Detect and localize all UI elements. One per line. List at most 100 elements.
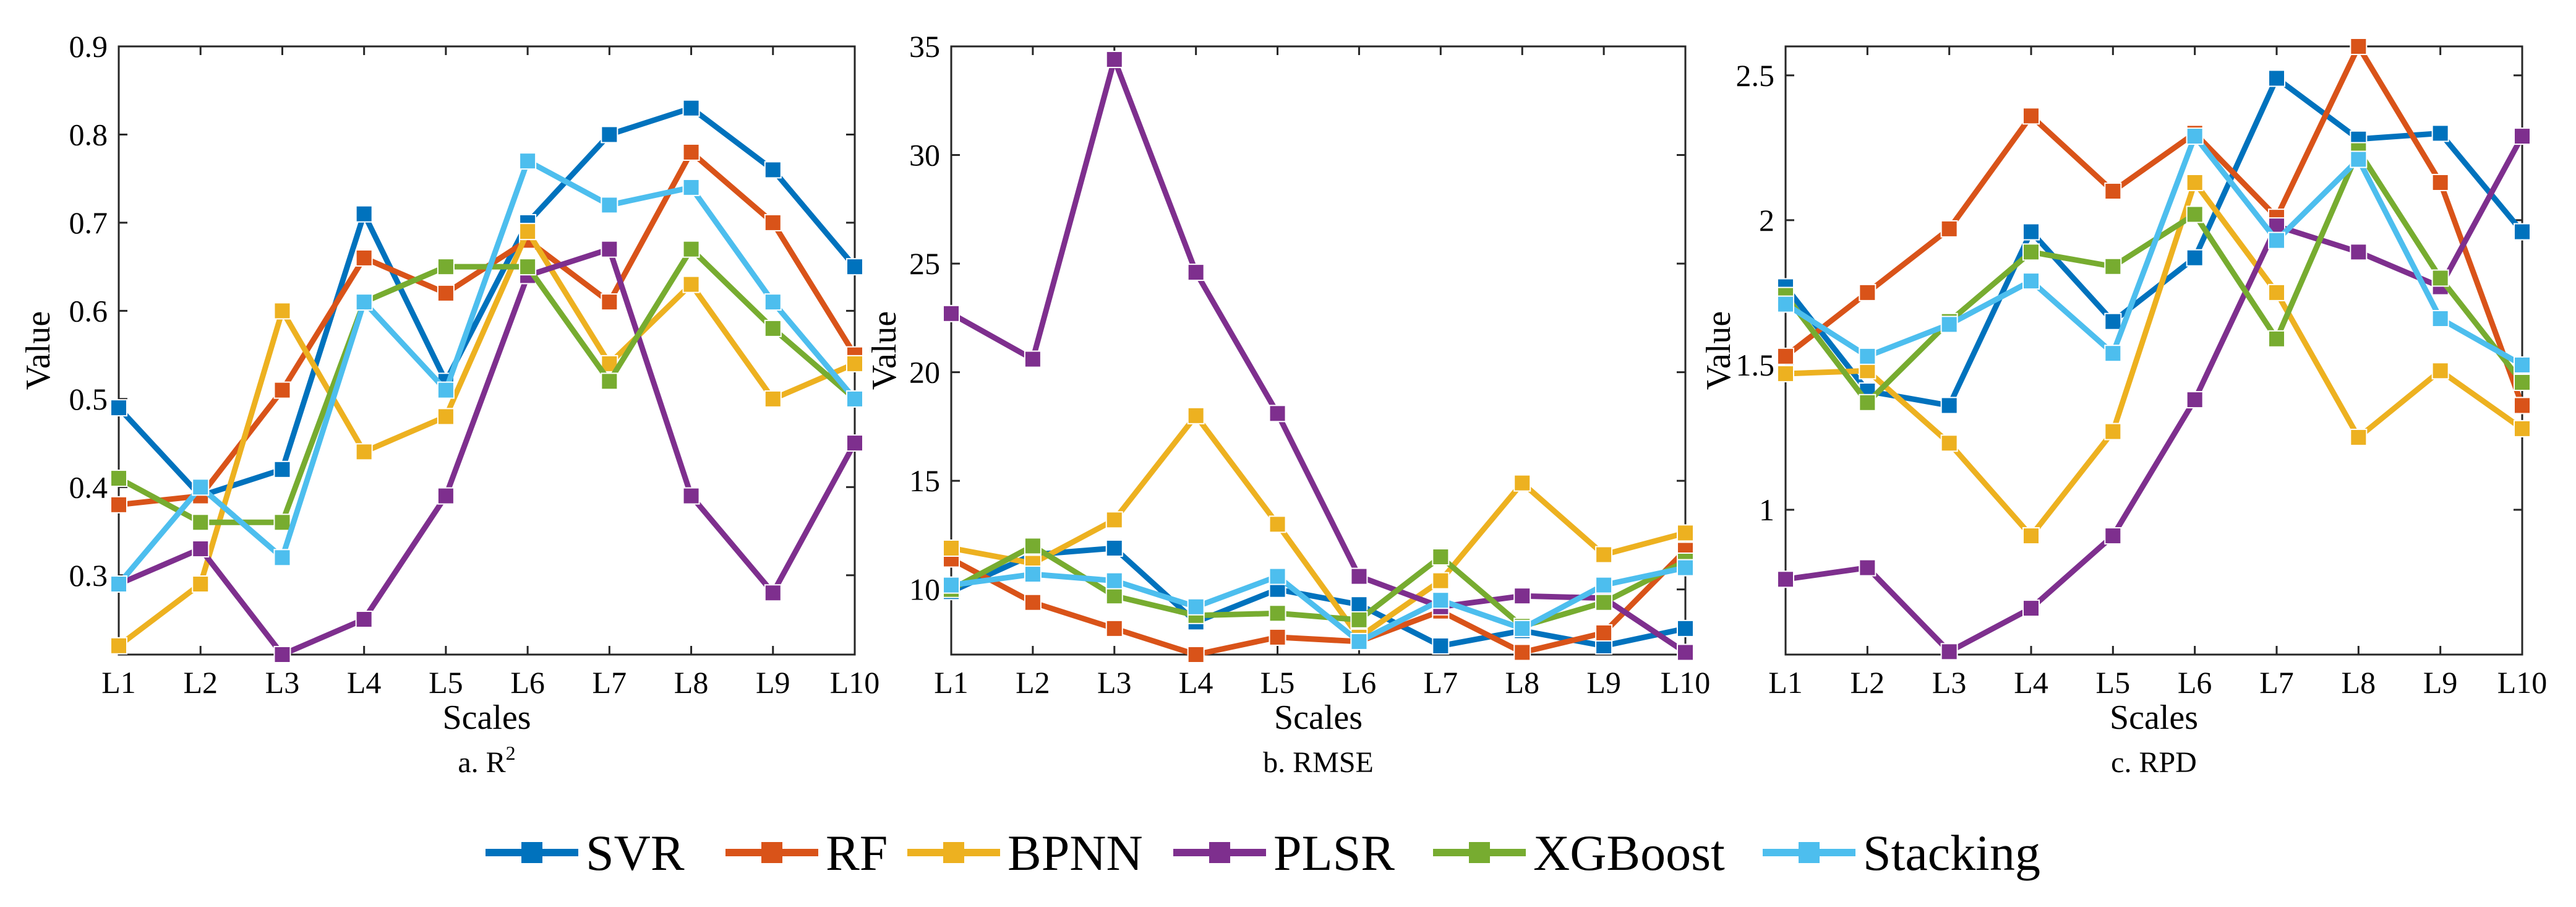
data-point-stacking (846, 390, 863, 408)
data-point-stacking (1595, 576, 1613, 594)
data-point-svr (2022, 223, 2040, 241)
data-point-plsr (2022, 600, 2040, 617)
legend-label: XGBoost (1533, 825, 1725, 881)
y-axis-title: Value (865, 311, 904, 390)
data-point-plsr (1350, 567, 1368, 585)
data-point-stacking (682, 178, 700, 196)
legend-marker-swatch (1469, 842, 1490, 863)
data-point-rf (1024, 593, 1042, 611)
data-point-stacking (2514, 356, 2531, 374)
legend-marker-swatch (1799, 842, 1820, 863)
x-tick-label: L3 (1932, 665, 1967, 700)
data-point-bpnn (192, 575, 210, 593)
data-point-bpnn (519, 223, 537, 241)
chart-panel-2: L1 L2 L3 L4 L5 L6 L7 L8 L9 L10 10 15 20 25 30 35 Scales V… (865, 29, 1710, 779)
y-tick-label: 0.5 (69, 382, 108, 416)
data-point-rf (2431, 174, 2449, 192)
data-point-rf (1269, 628, 1286, 646)
data-point-bpnn (1105, 511, 1123, 529)
data-point-svr (846, 258, 863, 276)
series-stacking (1777, 127, 2531, 374)
data-point-stacking (1024, 565, 1042, 583)
data-point-bpnn (110, 637, 127, 655)
data-point-plsr (2350, 243, 2368, 261)
series-line-bpnn (1785, 179, 2524, 539)
data-point-rf (437, 284, 455, 302)
data-point-stacking (2350, 150, 2368, 168)
x-tick-label: L4 (2014, 665, 2048, 700)
x-tick-label: L8 (2342, 665, 2376, 700)
data-point-stacking (1350, 632, 1368, 650)
x-tick-label: L5 (429, 665, 463, 700)
data-point-xgboost (764, 319, 782, 337)
data-point-svr (601, 126, 618, 144)
data-point-plsr (1859, 559, 1876, 577)
data-point-rf (764, 213, 782, 231)
data-point-xgboost (1595, 593, 1613, 611)
legend-marker-swatch (761, 842, 782, 863)
data-point-rf (1513, 643, 1531, 661)
data-point-xgboost (2022, 243, 2040, 261)
data-point-svr (2268, 69, 2285, 87)
y-tick-label: 2.5 (1736, 58, 1775, 93)
data-point-svr (2431, 124, 2449, 142)
y-tick-label: 2 (1759, 203, 1774, 238)
series-line-stacking (116, 158, 857, 586)
x-tick-label: L9 (756, 665, 790, 700)
data-point-bpnn (2350, 428, 2368, 446)
y-tick-label: 20 (909, 355, 940, 390)
data-point-plsr (437, 487, 455, 505)
series-stacking (943, 559, 1694, 650)
data-point-xgboost (2186, 205, 2204, 223)
data-point-stacking (355, 293, 373, 311)
data-point-bpnn (1940, 434, 1958, 452)
data-point-svr (2186, 249, 2204, 267)
data-point-bpnn (2186, 174, 2204, 192)
x-tick-label: L10 (830, 665, 880, 700)
data-point-rf (601, 293, 618, 311)
data-point-plsr (1677, 643, 1694, 661)
chart-panel-3: L1 L2 L3 L4 L5 L6 L7 L8 L9 L10 1 1.5 2 2.5 Scales Value… (1700, 38, 2547, 779)
legend-label: Stacking (1863, 825, 2040, 881)
data-point-rf (1595, 624, 1613, 642)
series-line-xgboost (949, 543, 1687, 629)
data-point-stacking (1777, 295, 1794, 313)
x-tick-label: L3 (265, 665, 300, 700)
series-svr (110, 99, 863, 505)
data-point-stacking (1940, 316, 1958, 333)
data-point-rf (682, 143, 700, 161)
data-point-plsr (2514, 127, 2531, 145)
series-line-plsr (1785, 134, 2525, 655)
series-line-bpnn (951, 413, 1687, 640)
data-point-bpnn (2431, 362, 2449, 380)
series-line-svr (116, 105, 857, 499)
data-point-xgboost (1350, 611, 1368, 629)
data-point-rf (2022, 107, 2040, 125)
data-point-stacking (764, 293, 782, 311)
data-point-bpnn (437, 408, 455, 426)
data-point-plsr (1940, 643, 1958, 661)
data-point-plsr (273, 646, 291, 663)
series-line-stacking (1784, 133, 2524, 368)
data-point-stacking (273, 549, 291, 567)
legend-label: BPNN (1008, 825, 1143, 881)
x-axis-title: Scales (1274, 699, 1363, 737)
data-point-xgboost (192, 514, 210, 531)
data-point-bpnn (764, 390, 782, 408)
data-point-plsr (355, 611, 373, 629)
plot-area-frame (118, 45, 856, 656)
panel-caption-superscript: 2 (506, 742, 516, 764)
data-point-stacking (2022, 272, 2040, 290)
data-point-bpnn (943, 539, 960, 557)
series-line-rf (949, 548, 1688, 658)
series-line-rf (1784, 43, 2525, 406)
data-point-xgboost (1024, 537, 1042, 555)
data-point-plsr (1187, 264, 1205, 282)
x-tick-label: L1 (1768, 665, 1803, 700)
data-point-bpnn (1777, 364, 1794, 382)
legend-label: PLSR (1273, 825, 1395, 881)
x-tick-label: L2 (183, 665, 218, 700)
data-point-stacking (519, 152, 537, 170)
y-tick-label: 35 (909, 29, 940, 64)
series-line-plsr (118, 246, 857, 658)
